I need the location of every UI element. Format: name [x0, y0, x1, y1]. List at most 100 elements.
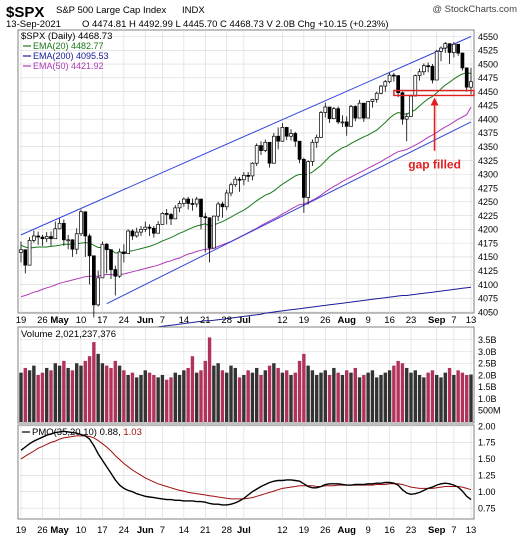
volume-bar [263, 370, 267, 422]
volume-bar [182, 370, 186, 422]
volume-bar [100, 363, 105, 422]
candle-up [434, 51, 439, 81]
date-tick-label: 10 [76, 525, 87, 536]
volume-bar [169, 377, 173, 422]
volume-bar [345, 370, 349, 422]
candle-up [319, 112, 323, 138]
candle-up [57, 222, 62, 230]
price-panel-title: $SPX (Daily) 4468.73 [21, 31, 112, 42]
candles [19, 42, 473, 318]
volume-bar [379, 375, 383, 422]
channel-lower-line [106, 121, 472, 305]
candle-down [220, 203, 225, 208]
date-tick-label: Jul [237, 315, 251, 326]
volume-bar [353, 367, 357, 422]
volume-bar [190, 356, 195, 422]
volume-bar [105, 365, 109, 422]
price-tick-label: 4100 [478, 280, 498, 290]
volume-bar [143, 370, 147, 422]
date-axis-top: 19 26 May 10 17 24 Jun 7 14 21 28 Jul 12 19 26 Aug 9 16 23… [16, 315, 477, 326]
candle-up [254, 145, 259, 164]
gap-filled-label: gap filled [408, 158, 461, 172]
pmo-lines [20, 430, 472, 506]
volume-bar [242, 375, 246, 422]
candle-up [340, 121, 345, 124]
candle-up [370, 98, 375, 102]
candle-down [400, 92, 405, 120]
volume-bar [160, 375, 165, 422]
candle-up [126, 230, 130, 254]
candle-up [413, 75, 418, 97]
candle-up [310, 141, 315, 162]
candle-up [272, 135, 276, 164]
pmo-panel-title: PMO(35,20,10) 0.88, 1.03 [22, 427, 142, 438]
volume-bar [315, 375, 319, 422]
volume-bar [417, 375, 422, 422]
quote-line: O 4474.81 H 4492.99 L 4445.70 C 4468.73 … [82, 19, 389, 30]
volume-bar [23, 367, 27, 422]
candle-down [190, 203, 195, 205]
date-tick-label: 14 [179, 525, 190, 536]
candle-down [353, 106, 358, 119]
candle-up [134, 231, 139, 237]
candle-up [263, 141, 268, 151]
volume-bar [40, 372, 45, 422]
volume-bar [426, 372, 430, 422]
volume-bar [246, 370, 250, 422]
volume-bar [456, 370, 460, 422]
date-tick-label: 12 [277, 315, 288, 326]
pmo-grid [18, 425, 474, 519]
volume-bar [225, 372, 229, 422]
volume-bar [405, 367, 409, 422]
volume-bar [340, 375, 345, 422]
candle-down [237, 178, 242, 181]
candle-up [79, 211, 83, 235]
candle-down [113, 269, 118, 277]
volume-bar [135, 377, 139, 422]
candle-down [164, 213, 169, 215]
volume-bar [280, 372, 285, 422]
candle-down [147, 226, 152, 229]
candle-up [280, 127, 285, 142]
volume-bar [117, 365, 122, 422]
volume-bar [45, 367, 49, 422]
candle-up [404, 116, 409, 120]
volume-tick-label: 2.0B [478, 370, 497, 380]
volume-bar [370, 370, 375, 422]
candle-up [177, 203, 182, 209]
pmo-title-text: PMO(35,20,10) 0.88, 1.03 [32, 427, 142, 438]
volume-bar [36, 375, 40, 422]
candle-up [366, 101, 370, 119]
date-tick-label: May [50, 315, 69, 326]
volume-bar [57, 365, 62, 422]
candle-up [452, 43, 456, 53]
pmo-line [20, 430, 472, 506]
candle-up [306, 161, 310, 198]
volume-bar [323, 370, 327, 422]
candle-up [53, 228, 58, 240]
candle-up [379, 85, 383, 94]
date-tick-label: Aug [337, 525, 356, 536]
volume-tick-label: 3.0B [478, 347, 497, 357]
candle-up [289, 133, 293, 137]
volume-bar [400, 363, 405, 422]
price-tick-label: 4275 [478, 183, 498, 193]
candle-down [327, 106, 332, 119]
date-tick-label: Aug [337, 315, 356, 326]
pmo-panel [17, 424, 475, 520]
watermark: @ StockCharts.com [432, 4, 517, 15]
candle-down [207, 217, 212, 249]
date-tick-label: 26 [320, 525, 331, 536]
volume-bar [96, 353, 100, 422]
date-tick-label: 19 [16, 315, 27, 326]
price-tick-label: 4475 [478, 73, 498, 83]
pmo-tick-label: 1.25 [478, 471, 496, 481]
candle-up [139, 229, 143, 233]
date-axis-bottom: 19 26 May 10 17 24 Jun 7 14 21 28 Jul 12 19 26 Aug 9 16 23… [16, 525, 477, 536]
date-tick-label: 19 [299, 525, 310, 536]
volume-bar [443, 372, 447, 422]
candle-up [349, 106, 353, 127]
channel-upper-line [20, 36, 472, 236]
candle-up [409, 95, 413, 117]
